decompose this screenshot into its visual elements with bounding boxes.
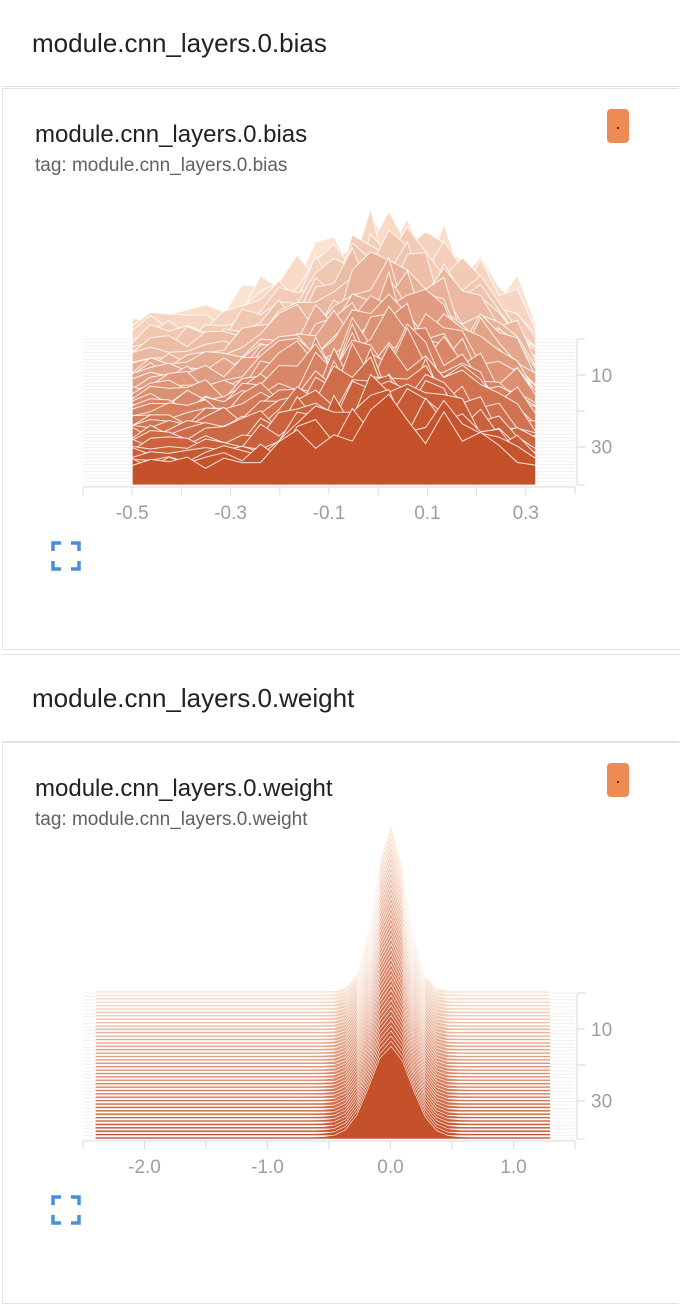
x-tick-label: -1.0 bbox=[251, 1157, 284, 1178]
histogram-step-series bbox=[94, 850, 551, 1011]
histogram-step-series bbox=[94, 984, 551, 1099]
histogram-step-series bbox=[94, 835, 551, 1001]
histogram-step-series bbox=[94, 901, 551, 1045]
y-tick-label: 30 bbox=[591, 437, 612, 458]
histogram-step-series bbox=[94, 979, 551, 1096]
histogram-step-series bbox=[94, 881, 551, 1031]
histogram-step-series bbox=[94, 907, 551, 1048]
histogram-step-series bbox=[94, 912, 551, 1052]
group-name: module.cnn_layers.0.bias bbox=[32, 28, 327, 58]
histogram-step-series bbox=[94, 1015, 551, 1119]
x-tick-label: 0.3 bbox=[513, 503, 539, 524]
histogram-step-series bbox=[94, 938, 551, 1069]
histogram-chart-bias: -0.5 -0.3 -0.1 0.1 0.3 10 30 bbox=[82, 207, 612, 524]
histogram-step-series bbox=[94, 871, 551, 1024]
histogram-step-series bbox=[94, 922, 551, 1058]
run-color-swatch[interactable] bbox=[607, 109, 629, 143]
histogram-step-series bbox=[94, 845, 551, 1007]
histogram-step-series bbox=[94, 1045, 551, 1140]
histogram-step-series bbox=[94, 1025, 551, 1126]
card-title: module.cnn_layers.0.weight bbox=[35, 775, 333, 802]
histogram-step-series bbox=[94, 855, 551, 1014]
histogram-step-series bbox=[94, 932, 551, 1065]
histogram-step-series bbox=[94, 824, 551, 994]
histogram-step-series bbox=[94, 830, 551, 997]
histogram-step-series bbox=[131, 393, 537, 486]
histogram-card-weight: module.cnn_layers.0.weight tag: module.c… bbox=[2, 742, 679, 1304]
y-tick-label: 10 bbox=[591, 1020, 612, 1041]
histogram-step-series bbox=[94, 1004, 551, 1113]
card-title: module.cnn_layers.0.bias bbox=[35, 121, 308, 148]
histogram-step-series bbox=[94, 958, 551, 1082]
group-header-bias[interactable]: module.cnn_layers.0.bias bbox=[2, 0, 680, 87]
histogram-step-series bbox=[94, 1009, 551, 1116]
fullscreen-icon[interactable] bbox=[51, 541, 81, 571]
histogram-step-series bbox=[94, 860, 551, 1018]
histogram-step-series bbox=[94, 999, 551, 1109]
histogram-step-series bbox=[94, 994, 551, 1106]
histogram-step-series bbox=[94, 840, 551, 1004]
run-color-swatch[interactable] bbox=[607, 763, 629, 797]
group-header-weight[interactable]: module.cnn_layers.0.weight bbox=[2, 654, 680, 742]
x-tick-label: -0.5 bbox=[116, 503, 149, 524]
card-tag: tag: module.cnn_layers.0.weight bbox=[35, 809, 308, 830]
histogram-step-series bbox=[94, 1020, 551, 1123]
histogram-step-series bbox=[94, 927, 551, 1062]
x-tick-label: 1.0 bbox=[500, 1157, 526, 1178]
histogram-step-series bbox=[94, 948, 551, 1075]
histogram-card-bias: module.cnn_layers.0.bias tag: module.cnn… bbox=[2, 88, 679, 650]
histogram-step-series bbox=[94, 953, 551, 1079]
histogram-step-series bbox=[94, 943, 551, 1072]
histogram-step-series bbox=[94, 968, 551, 1089]
y-tick-label: 30 bbox=[591, 1091, 612, 1112]
histogram-step-series bbox=[94, 886, 551, 1035]
x-tick-label: -2.0 bbox=[128, 1157, 161, 1178]
group-name: module.cnn_layers.0.weight bbox=[32, 683, 355, 713]
x-tick-label: 0.1 bbox=[414, 503, 440, 524]
fullscreen-icon[interactable] bbox=[51, 1195, 81, 1225]
card-tag: tag: module.cnn_layers.0.bias bbox=[35, 155, 288, 176]
histogram-step-series bbox=[94, 896, 551, 1041]
histogram-step-series bbox=[94, 1040, 551, 1136]
x-tick-label: 0.0 bbox=[377, 1157, 403, 1178]
histogram-chart-weight: -2.0 -1.0 0.0 1.0 10 30 bbox=[82, 824, 612, 1178]
y-tick-label: 10 bbox=[591, 366, 612, 387]
x-tick-label: -0.3 bbox=[214, 503, 247, 524]
histogram-step-series bbox=[94, 1030, 551, 1130]
x-tick-label: -0.1 bbox=[313, 503, 346, 524]
histogram-step-series bbox=[94, 891, 551, 1038]
histogram-step-series bbox=[94, 1035, 551, 1133]
histogram-step-series bbox=[94, 989, 551, 1103]
histogram-step-series bbox=[94, 917, 551, 1055]
histogram-step-series bbox=[94, 973, 551, 1092]
histogram-step-series bbox=[94, 963, 551, 1086]
histogram-step-series bbox=[94, 876, 551, 1028]
histogram-step-series bbox=[94, 866, 551, 1021]
